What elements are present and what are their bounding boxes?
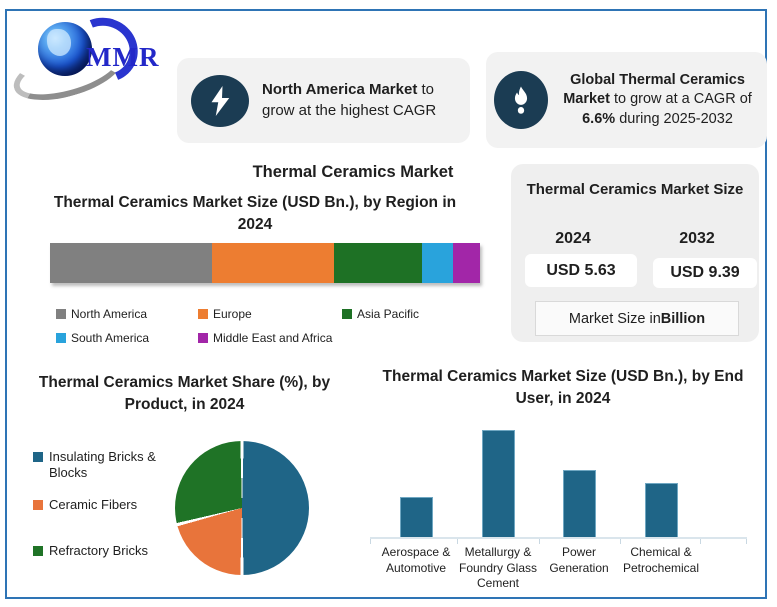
north-america-swatch <box>56 309 66 319</box>
globe-icon <box>38 22 92 76</box>
legend-item-middle-east-africa: Middle East and Africa <box>198 331 332 345</box>
enduser-chart-title: Thermal Ceramics Market Size (USD Bn.), … <box>382 368 744 407</box>
value-2032-box: USD 9.39 <box>653 258 757 288</box>
legend-item-north-america: North America <box>56 307 198 321</box>
legend-item-europe: Europe <box>198 307 342 321</box>
region-segment-2 <box>333 243 422 283</box>
market-size-title: Thermal Ceramics Market Size <box>526 181 744 198</box>
region-segment-1 <box>211 243 334 283</box>
enduser-bar <box>563 470 596 537</box>
market-size-note: Market Size in Billion <box>535 301 739 336</box>
mmr-logo: MMR <box>7 7 189 111</box>
region-legend-row-2: South America Middle East and Africa <box>56 331 332 345</box>
axis-tick <box>620 539 621 544</box>
product-pie-title: Thermal Ceramics Market Share (%), by Pr… <box>38 374 331 413</box>
middle-east-africa-swatch <box>198 333 208 343</box>
callout-growth-text: North America Market to grow at the high… <box>262 80 460 121</box>
year-2024-label: 2024 <box>555 230 591 247</box>
xaxis-label-chemical: Chemical & Petrochemical <box>622 545 700 575</box>
ceramic-fibers-swatch <box>33 500 43 510</box>
market-size-panel: Thermal Ceramics Market Size 2024 2032 U… <box>511 164 759 342</box>
europe-swatch <box>198 309 208 319</box>
south-america-swatch <box>56 333 66 343</box>
region-legend-row-1: North America Europe Asia Pacific <box>56 307 419 321</box>
callout-cagr-rest2: during 2025-2032 <box>615 110 733 127</box>
xaxis-label-metallurgy: Metallurgy & Foundry Glass Cement <box>458 545 538 591</box>
axis-tick <box>539 539 540 544</box>
legend-label: Middle East and Africa <box>213 331 333 345</box>
legend-label: Refractory Bricks <box>49 543 148 558</box>
legend-label: South America <box>71 331 150 345</box>
axis-tick <box>700 539 701 544</box>
lightning-icon <box>191 74 249 127</box>
page-title: Thermal Ceramics Market <box>252 163 454 181</box>
market-size-years: 2024 2032 <box>511 230 759 248</box>
asia-pacific-swatch <box>342 309 352 319</box>
callout-growth-rest: to grow at the highest CAGR <box>262 81 437 119</box>
year-2032-label: 2032 <box>679 230 715 247</box>
pie-legend-ceramic-fibers: Ceramic Fibers <box>33 497 178 513</box>
insulating-bricks-swatch <box>33 452 43 462</box>
logo-text: MMR <box>86 42 160 72</box>
legend-label: Ceramic Fibers <box>49 497 138 512</box>
legend-label: North America <box>71 307 148 321</box>
legend-label: Europe <box>213 307 252 321</box>
legend-label: Asia Pacific <box>357 307 420 321</box>
legend-item-asia-pacific: Asia Pacific <box>342 307 419 321</box>
legend-item-south-america: South America <box>56 331 198 345</box>
axis-tick <box>457 539 458 544</box>
region-stacked-bar <box>50 243 481 283</box>
refractory-bricks-swatch <box>33 546 43 556</box>
xaxis-label-aerospace: Aerospace & Automotive <box>381 545 451 575</box>
callout-north-america-growth: North America Market to grow at the high… <box>177 58 470 143</box>
enduser-bar <box>645 483 678 537</box>
axis-tick <box>370 539 371 544</box>
pie-legend-refractory-bricks: Refractory Bricks <box>33 543 188 559</box>
callout-cagr-bold1: Global Thermal Ceramics Market <box>563 71 745 108</box>
region-segment-0 <box>50 243 212 283</box>
callout-growth-bold: North America Market <box>262 81 418 99</box>
enduser-bar <box>400 497 433 537</box>
xaxis-label-power: Power Generation <box>549 545 609 575</box>
region-segment-3 <box>421 243 453 283</box>
callout-cagr-rest1: to grow at a CAGR of <box>609 91 752 108</box>
callout-global-cagr: Global Thermal Ceramics Market to grow a… <box>486 52 767 148</box>
value-2024-box: USD 5.63 <box>525 254 637 287</box>
note-prefix: Market Size in <box>568 310 661 327</box>
region-segment-4 <box>452 243 481 283</box>
flame-icon <box>494 71 548 129</box>
enduser-bar <box>482 430 515 537</box>
note-bold: Billion <box>660 310 706 327</box>
region-chart-title: Thermal Ceramics Market Size (USD Bn.), … <box>53 194 457 233</box>
product-pie <box>175 441 309 575</box>
callout-cagr-bold2: 6.6% <box>582 110 616 127</box>
callout-cagr-text: Global Thermal Ceramics Market to grow a… <box>556 71 759 130</box>
legend-label: Insulating Bricks & Blocks <box>49 449 156 481</box>
axis-tick <box>746 539 747 544</box>
pie-legend-insulating-bricks: Insulating Bricks & Blocks <box>33 449 171 482</box>
enduser-plot-area <box>370 420 747 544</box>
